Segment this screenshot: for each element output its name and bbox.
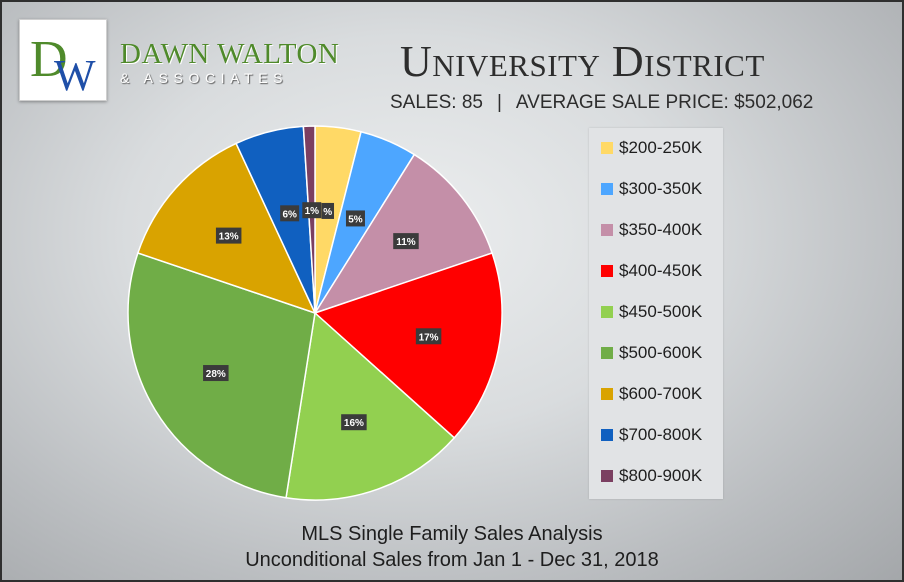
data-label-box xyxy=(302,202,322,219)
legend-item-2: $350-400K xyxy=(601,220,702,240)
legend-item-3: $400-450K xyxy=(601,261,702,281)
legend-label: $300-350K xyxy=(619,179,703,198)
legend-swatch xyxy=(601,347,613,359)
data-label-box xyxy=(215,227,242,244)
data-label-text: 5% xyxy=(348,214,363,225)
data-label-box xyxy=(345,210,365,227)
legend-item-5: $500-600K xyxy=(601,343,702,363)
legend-swatch xyxy=(601,265,613,277)
data-label-4: 16% xyxy=(341,414,367,431)
data-label-6: 13% xyxy=(215,227,242,244)
data-label-2: 11% xyxy=(393,233,419,250)
data-label-0: % xyxy=(321,202,335,219)
legend-swatch xyxy=(601,142,613,154)
legend-swatch xyxy=(601,470,613,482)
pie-labels: % 5% 11% 17% 16% 28% 13% 6% 1% xyxy=(203,202,442,431)
brand-logo: D W xyxy=(19,19,107,101)
legend-label: $500-600K xyxy=(619,343,703,362)
data-label-7: 6% xyxy=(280,205,300,222)
data-label-box xyxy=(393,233,419,250)
legend-item-4: $450-500K xyxy=(601,302,702,322)
logo-letter-d: D xyxy=(30,31,68,88)
data-label-box xyxy=(321,202,335,219)
legend-swatch xyxy=(601,429,613,441)
data-label-8: 1% xyxy=(302,202,322,219)
legend-item-7: $700-800K xyxy=(601,425,702,445)
legend-swatch xyxy=(601,224,613,236)
data-label-box xyxy=(280,205,300,222)
legend-label: $400-450K xyxy=(619,261,703,280)
legend-label: $700-800K xyxy=(619,425,703,444)
legend-item-8: $800-900K xyxy=(601,466,702,486)
data-label-box xyxy=(203,365,229,382)
legend-label: $600-700K xyxy=(619,384,703,403)
chart-legend: $200-250K $300-350K $350-400K $400-450K $450… xyxy=(589,128,723,499)
legend-swatch xyxy=(601,306,613,318)
data-label-1: 5% xyxy=(345,210,365,227)
data-label-text: % xyxy=(323,207,332,218)
footer-line-2: Unconditional Sales from Jan 1 - Dec 31,… xyxy=(245,549,659,571)
brand-name: DAWN WALTON xyxy=(120,38,340,70)
data-label-box xyxy=(341,414,367,431)
brand-subtitle: & ASSOCIATES xyxy=(120,70,289,86)
average-sale-price: AVERAGE SALE PRICE: $502,062 xyxy=(515,92,814,113)
legend-item-1: $300-350K xyxy=(601,179,702,199)
data-label-text: 13% xyxy=(219,232,239,243)
data-label-text: 6% xyxy=(282,209,297,220)
stats-separator: | xyxy=(496,92,502,113)
legend-label: $350-400K xyxy=(619,220,703,239)
legend-item-6: $600-700K xyxy=(601,384,702,404)
data-label-box xyxy=(415,328,442,345)
data-label-text: 28% xyxy=(206,369,226,380)
data-label-text: 17% xyxy=(419,332,439,343)
pie-slices xyxy=(127,125,503,501)
legend-swatch xyxy=(601,183,613,195)
data-label-3: 17% xyxy=(415,328,442,345)
logo-monogram: D W xyxy=(30,31,96,100)
sales-count: SALES: 85 xyxy=(390,92,483,113)
legend-label: $800-900K xyxy=(619,466,703,485)
logo-letter-w: W xyxy=(54,51,96,100)
data-label-text: 16% xyxy=(344,418,364,429)
data-label-5: 28% xyxy=(203,365,229,382)
sales-stats: SALES: 85 | AVERAGE SALE PRICE: $502,062 xyxy=(390,92,813,114)
page-title: University District xyxy=(400,37,765,86)
data-label-text: 1% xyxy=(305,206,320,217)
pie-slice-8 xyxy=(302,125,316,314)
footer-line-1: MLS Single Family Sales Analysis xyxy=(301,523,603,545)
pie-slice-4 xyxy=(285,311,456,501)
pie-slice-3 xyxy=(313,252,503,439)
data-label-text: 11% xyxy=(396,237,416,248)
legend-item-0: $200-250K xyxy=(601,138,702,158)
legend-swatch xyxy=(601,388,613,400)
legend-label: $450-500K xyxy=(619,302,703,321)
legend-label: $200-250K xyxy=(619,138,703,157)
